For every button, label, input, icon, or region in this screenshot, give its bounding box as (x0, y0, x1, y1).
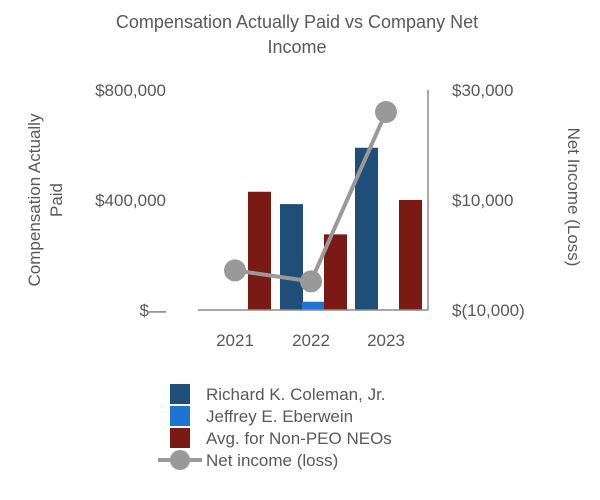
legend-label: Avg. for Non-PEO NEOs (206, 429, 392, 448)
legend: Richard K. Coleman, Jr. Jeffrey E. Eberwe… (158, 384, 392, 470)
y-tick-label: $800,000 (95, 81, 166, 100)
legend-label: Jeffrey E. Eberwein (206, 407, 353, 426)
net-income-line-series (224, 101, 397, 293)
net-income-point (375, 101, 397, 123)
y2-axis-label: Net Income (Loss) (564, 128, 583, 267)
net-income-point (300, 270, 322, 293)
bar-coleman (280, 204, 303, 310)
bar-non-peo (248, 191, 271, 310)
bar-non-peo (324, 234, 347, 310)
legend-marker (170, 450, 190, 470)
y2-tick-label: $(10,000) (452, 301, 525, 320)
chart-title-line-2: Income (267, 37, 326, 57)
y-tick-label: $400,000 (95, 191, 166, 210)
legend-swatch (170, 428, 190, 448)
chart-title-line-1: Compensation Actually Paid vs Company Ne… (116, 12, 478, 32)
bar-non-peo (399, 200, 422, 310)
x-tick-label: 2023 (367, 331, 405, 350)
legend-swatch (170, 384, 190, 404)
legend-label: Richard K. Coleman, Jr. (206, 385, 386, 404)
y2-tick-label: $10,000 (452, 191, 513, 210)
bars (248, 147, 422, 310)
legend-label: Net income (loss) (206, 451, 338, 470)
bar-eberwein (302, 301, 325, 310)
y-tick-label: $— (140, 301, 166, 320)
y2-axis-ticks: $(10,000) $10,000 $30,000 (452, 81, 525, 320)
y-axis-label-line-2: Paid (47, 183, 66, 217)
y-axis-label-line-1: Compensation Actually (25, 113, 44, 286)
y2-tick-label: $30,000 (452, 81, 513, 100)
net-income-point (224, 259, 246, 282)
bar-coleman (355, 147, 378, 310)
legend-swatch (170, 406, 190, 426)
x-tick-label: 2021 (216, 331, 254, 350)
x-axis-ticks: 2021 2022 2023 (216, 331, 405, 350)
x-tick-label: 2022 (292, 331, 330, 350)
y-axis-ticks: $— $400,000 $800,000 (95, 81, 166, 320)
